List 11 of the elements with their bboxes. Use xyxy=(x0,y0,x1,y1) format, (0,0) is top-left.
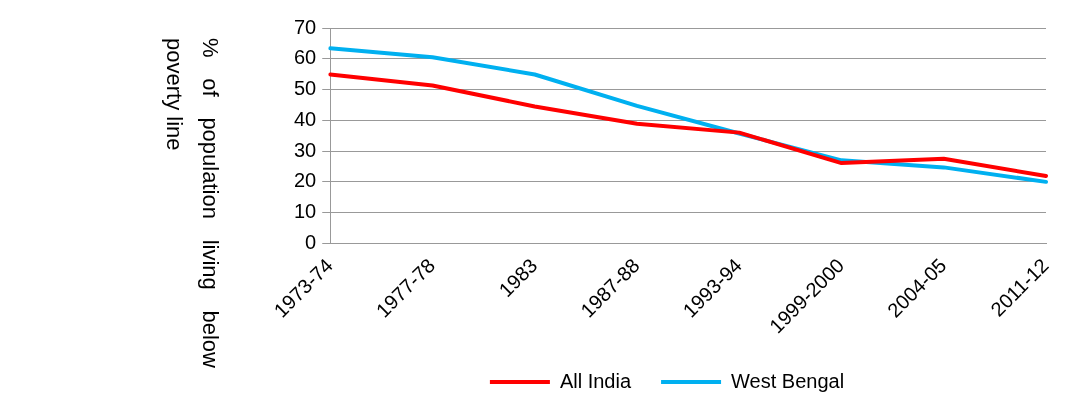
legend-label: West Bengal xyxy=(731,369,845,392)
y-tick-label: 40 xyxy=(294,107,317,130)
y-tick-label: 50 xyxy=(294,77,317,100)
y-tick-label: 30 xyxy=(294,138,317,161)
y-tick-label: 10 xyxy=(294,200,317,223)
y-tick-label: 60 xyxy=(294,46,317,69)
y-axis-title: % of population living below poverty line xyxy=(161,38,224,368)
y-tick-label: 20 xyxy=(294,169,317,192)
y-tick-label: 0 xyxy=(305,230,317,253)
legend-label: All India xyxy=(559,369,632,392)
y-tick-label: 70 xyxy=(294,15,317,38)
